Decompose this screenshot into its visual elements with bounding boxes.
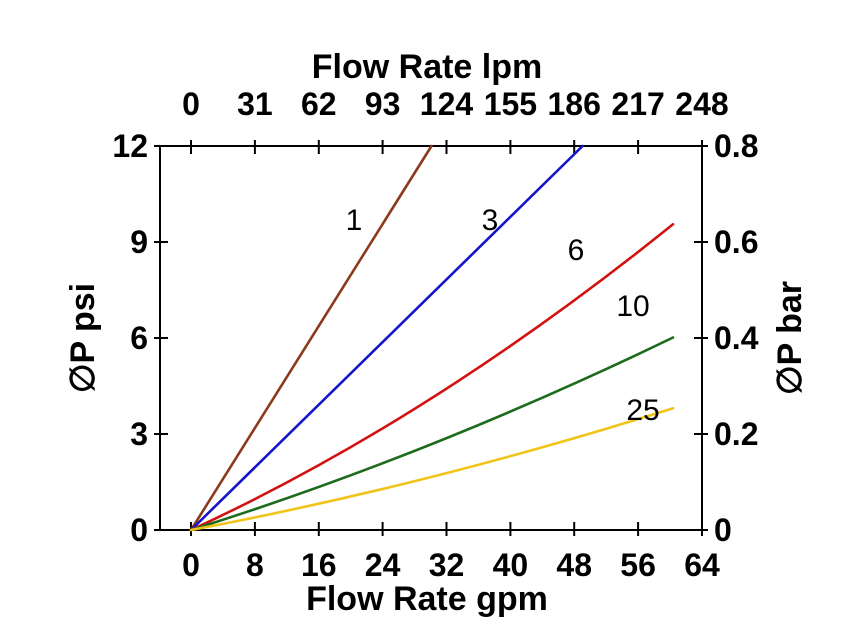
svg-text:0: 0 xyxy=(130,512,148,548)
svg-text:186: 186 xyxy=(548,86,601,122)
svg-text:40: 40 xyxy=(493,547,529,583)
svg-text:124: 124 xyxy=(420,86,474,122)
svg-text:9: 9 xyxy=(130,224,148,260)
svg-text:6: 6 xyxy=(568,234,585,267)
svg-text:3: 3 xyxy=(482,204,499,237)
svg-text:16: 16 xyxy=(301,547,337,583)
svg-text:0: 0 xyxy=(714,512,732,548)
svg-text:1: 1 xyxy=(346,204,363,237)
svg-text:∅P bar: ∅P bar xyxy=(771,281,809,395)
svg-text:0.6: 0.6 xyxy=(714,224,758,260)
svg-text:56: 56 xyxy=(620,547,656,583)
svg-text:0: 0 xyxy=(182,86,200,122)
svg-text:217: 217 xyxy=(611,86,664,122)
svg-text:0.8: 0.8 xyxy=(714,128,758,164)
svg-text:∅P psi: ∅P psi xyxy=(64,283,102,393)
svg-text:25: 25 xyxy=(626,394,659,427)
svg-text:Flow Rate gpm: Flow Rate gpm xyxy=(306,580,548,618)
svg-text:64: 64 xyxy=(684,547,720,583)
svg-text:32: 32 xyxy=(429,547,465,583)
svg-text:12: 12 xyxy=(112,128,148,164)
svg-text:93: 93 xyxy=(365,86,401,122)
svg-text:155: 155 xyxy=(484,86,537,122)
svg-text:Flow Rate lpm: Flow Rate lpm xyxy=(312,48,542,86)
svg-text:10: 10 xyxy=(616,290,649,323)
svg-text:0: 0 xyxy=(182,547,200,583)
svg-text:6: 6 xyxy=(130,320,148,356)
svg-text:3: 3 xyxy=(130,416,148,452)
svg-text:48: 48 xyxy=(556,547,592,583)
svg-text:0.4: 0.4 xyxy=(714,320,759,356)
svg-text:248: 248 xyxy=(675,86,728,122)
svg-text:31: 31 xyxy=(237,86,273,122)
svg-text:0.2: 0.2 xyxy=(714,416,758,452)
svg-text:62: 62 xyxy=(301,86,337,122)
svg-text:24: 24 xyxy=(365,547,401,583)
svg-text:8: 8 xyxy=(246,547,264,583)
